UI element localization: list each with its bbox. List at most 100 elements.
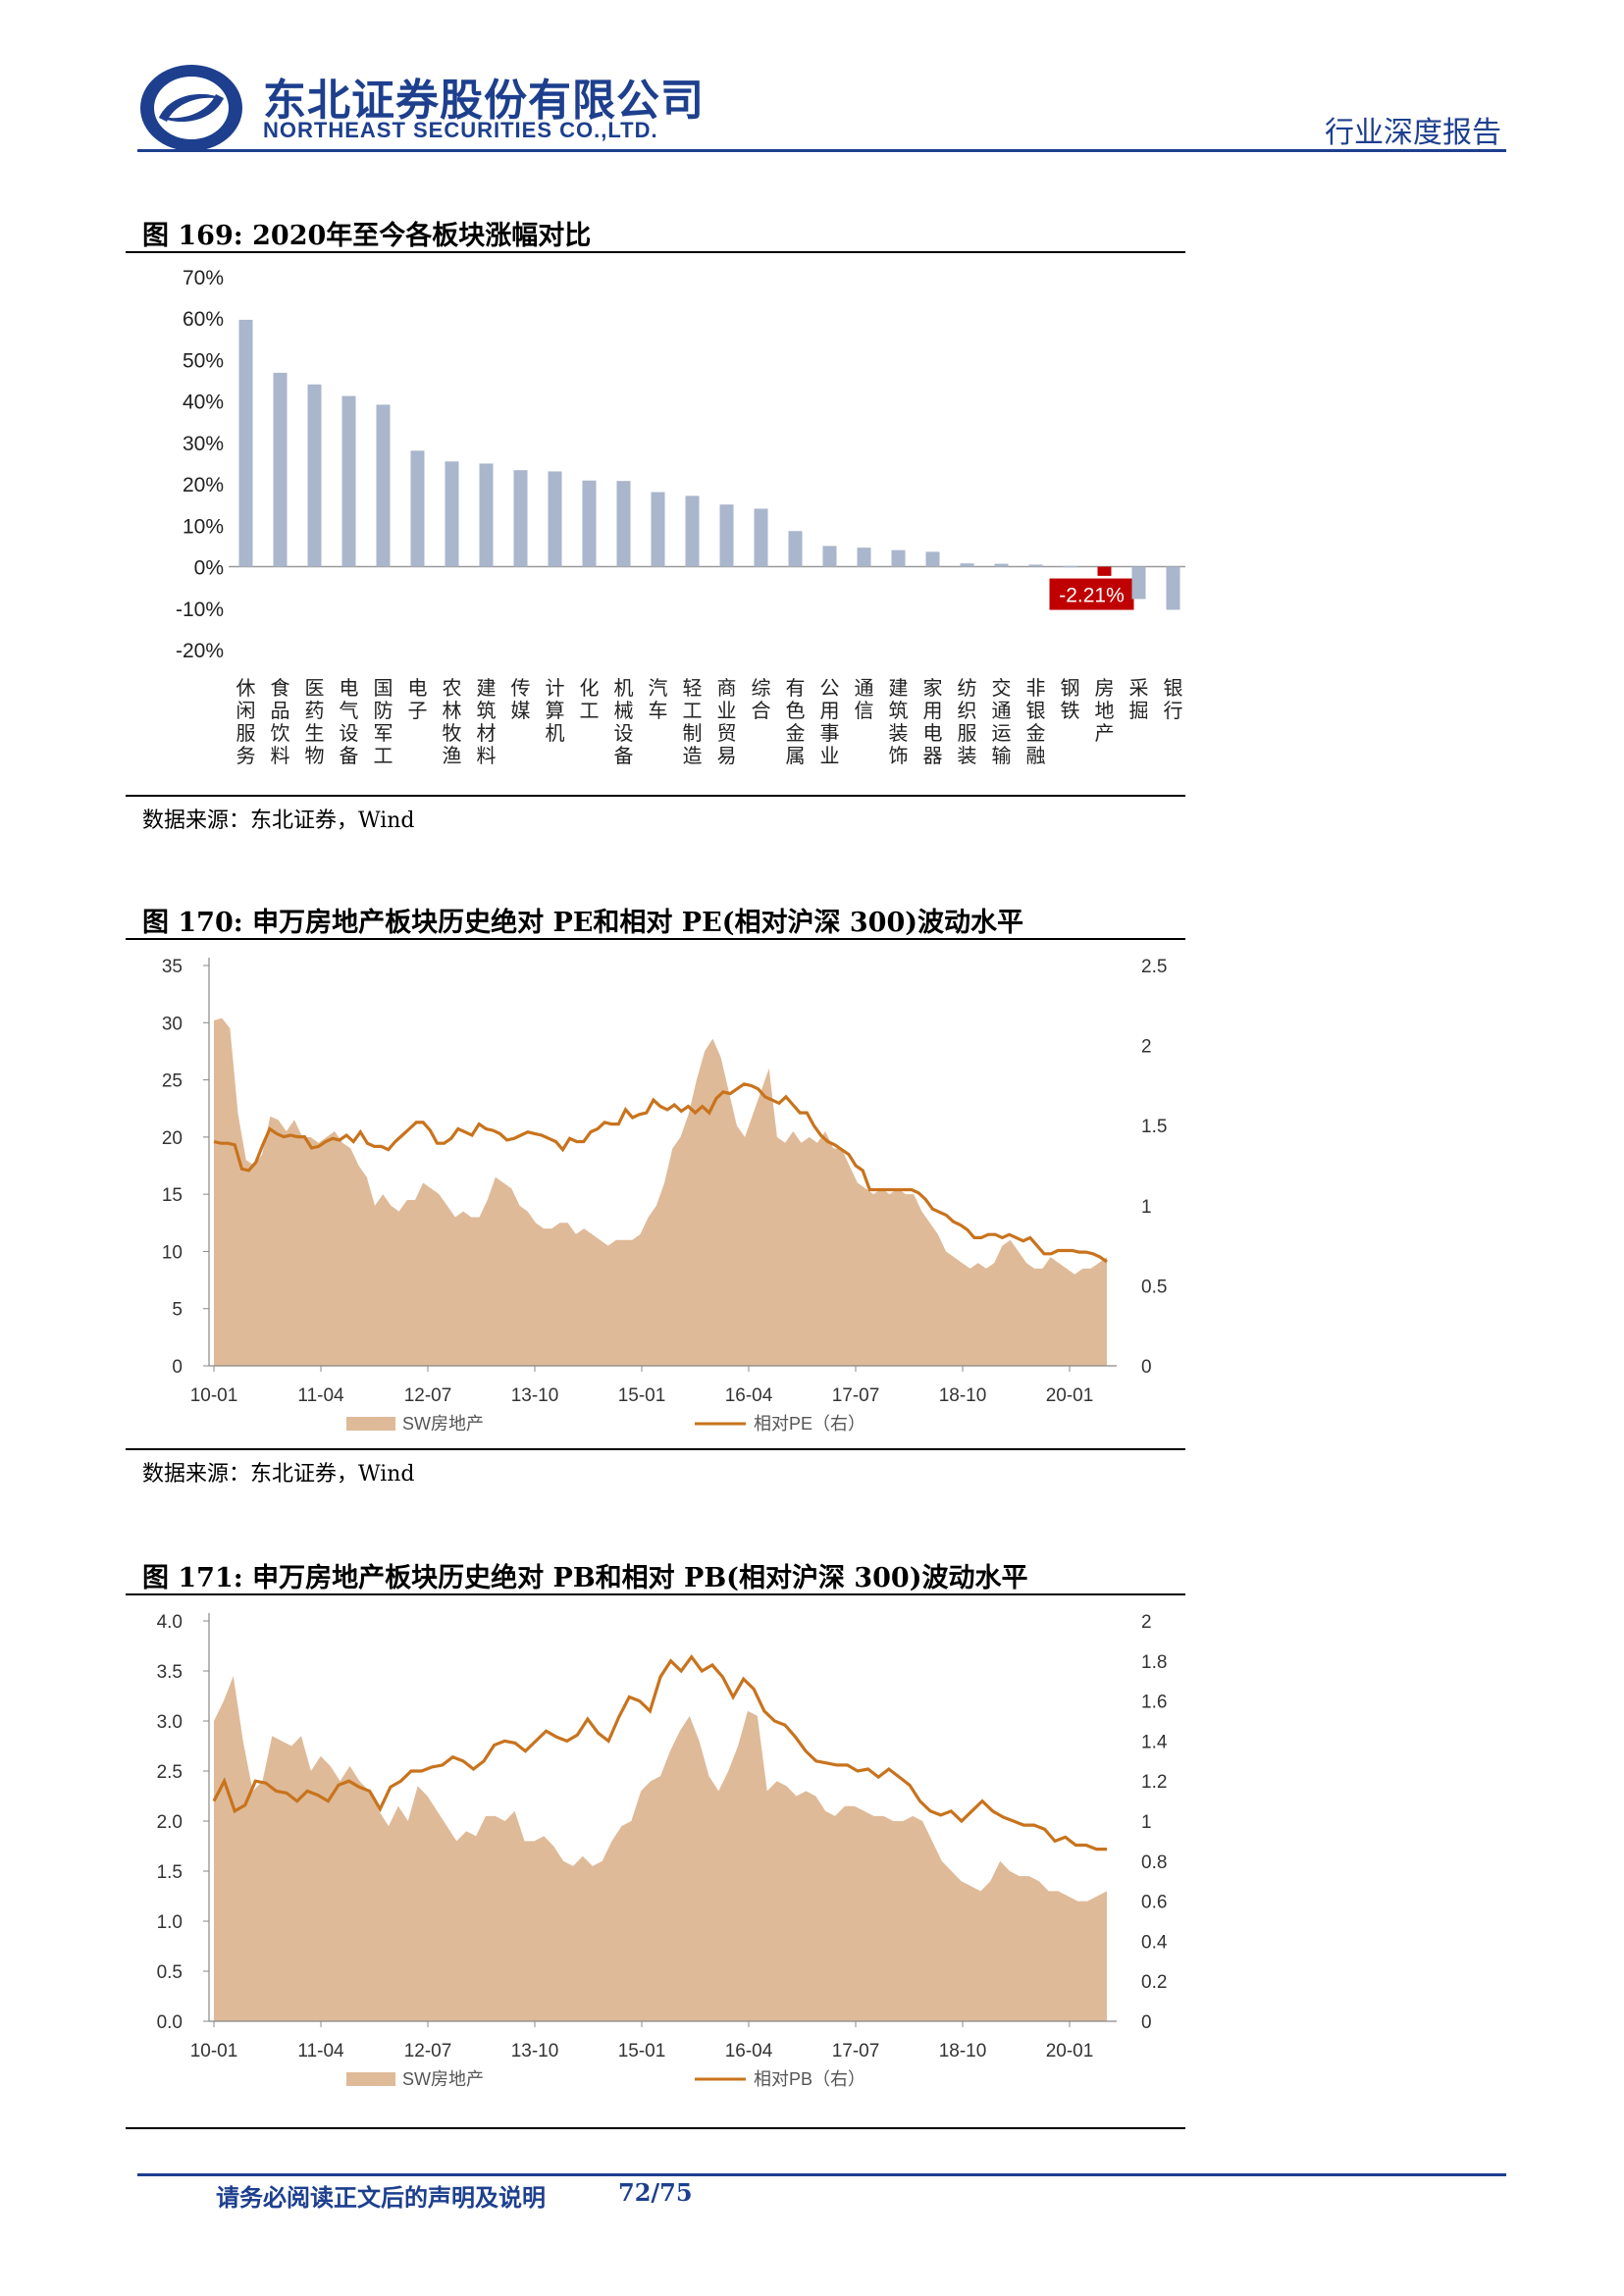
bar-电气设备 (341, 395, 356, 567)
area-series-sw (214, 1018, 1107, 1366)
x-tick-label-char: 商 (717, 677, 737, 700)
y-right-tick-label: 1 (1141, 1812, 1152, 1833)
x-tick-label-char: 林 (443, 700, 462, 722)
y-tick-label: 70% (183, 267, 224, 289)
y-right-tick-label: 0 (1141, 1357, 1152, 1378)
x-tick-label-char: 品 (271, 701, 290, 722)
x-tick-label-char: 贸 (717, 722, 737, 745)
x-tick-label-char: 装 (889, 722, 909, 745)
x-tick-label-char: 采 (1129, 677, 1149, 700)
x-tick-label: 16-04 (725, 2041, 773, 2061)
x-tick-label-char: 金 (1026, 722, 1046, 745)
y-tick-label: 20% (183, 474, 224, 496)
highlight-label: -2.21% (1059, 585, 1125, 607)
bar-房地产 (1097, 566, 1112, 576)
bar-有色金属 (788, 531, 803, 567)
bar-银行 (1166, 566, 1180, 610)
y-right-tick-label: 1 (1141, 1197, 1152, 1218)
x-tick-label-char: 农 (443, 677, 462, 700)
x-tick-label-char: 子 (408, 701, 428, 722)
y-left-tick-label: 25 (162, 1071, 183, 1092)
x-tick-label-char: 地 (1095, 700, 1115, 722)
x-tick-label-char: 制 (683, 722, 703, 745)
x-tick-label-char: 易 (717, 746, 737, 767)
legend-swatch-sw (346, 1417, 395, 1431)
y-right-tick-label: 2 (1141, 1612, 1152, 1633)
x-tick-label-char: 行 (1164, 700, 1183, 722)
x-tick-label-char: 通 (992, 700, 1012, 722)
y-tick-label: -20% (176, 640, 224, 662)
x-tick-label-char: 机 (614, 677, 634, 700)
x-tick-label-char: 色 (786, 700, 806, 722)
bar-非银金融 (1028, 564, 1043, 567)
x-tick-label-char: 有 (786, 677, 806, 700)
bar-建筑装饰 (891, 549, 906, 567)
y-left-tick-label: 0.0 (157, 2012, 183, 2033)
legend-label-relative: 相对PB（右） (754, 2069, 865, 2089)
figure-170-bottom-rule (126, 1448, 1185, 1450)
figure-169-bottom-rule (126, 795, 1185, 797)
x-tick-label: 11-04 (297, 1385, 344, 1406)
y-left-tick-label: 4.0 (157, 1612, 183, 1633)
x-tick-label-char: 家 (923, 677, 943, 700)
x-tick-label-char: 务 (236, 745, 256, 767)
bar-休闲服务 (238, 319, 253, 567)
x-tick-label-char: 合 (752, 700, 771, 722)
footer-rule (137, 2173, 1506, 2176)
x-tick-label-char: 产 (1095, 722, 1115, 745)
y-left-tick-label: 3.5 (157, 1662, 183, 1683)
x-tick-label-char: 铁 (1061, 700, 1080, 722)
bar-通信 (857, 548, 871, 567)
x-tick-label-char: 织 (958, 700, 977, 722)
x-tick-label-char: 传 (511, 677, 531, 700)
bar-国防军工 (376, 404, 391, 567)
x-tick-label-char: 用 (923, 701, 943, 722)
y-left-tick-label: 0.5 (157, 1962, 183, 1983)
y-left-tick-label: 0 (172, 1357, 183, 1378)
x-tick-label: 17-07 (832, 2041, 880, 2061)
x-tick-label-char: 械 (614, 700, 634, 722)
highlight-label-box (1049, 578, 1134, 610)
page-number: 72/75 (618, 2178, 693, 2207)
y-right-tick-label: 0.4 (1141, 1932, 1168, 1953)
x-tick-label: 10-01 (190, 1385, 238, 1406)
y-left-tick-label: 30 (162, 1014, 183, 1034)
x-tick-label-char: 输 (992, 745, 1012, 767)
x-tick-label-char: 材 (477, 722, 497, 745)
company-name-cn: 东北证券股份有限公司 (263, 76, 705, 126)
x-tick-label-char: 防 (374, 700, 393, 722)
y-right-tick-label: 0 (1141, 2012, 1152, 2033)
x-tick-label-char: 渔 (443, 745, 462, 767)
legend-swatch-sw (346, 2072, 395, 2086)
y-right-tick-label: 0.6 (1141, 1893, 1167, 1913)
x-tick-label-char: 气 (340, 700, 359, 722)
x-tick-label-char: 钢 (1061, 677, 1080, 700)
x-tick-label-char: 计 (546, 677, 565, 700)
figure-170-top-rule (126, 938, 1185, 940)
x-tick-label: 20-01 (1046, 2041, 1094, 2061)
figure-170-source: 数据来源：东北证券，Wind (142, 1462, 415, 1487)
bar-综合 (754, 508, 768, 567)
bar-采掘 (1131, 566, 1146, 600)
x-tick-label-char: 融 (1026, 745, 1046, 767)
bar-商业贸易 (719, 504, 734, 567)
y-left-tick-label: 35 (162, 957, 183, 977)
x-tick-label-char: 建 (477, 677, 497, 700)
bar-农林牧渔 (445, 461, 459, 567)
x-tick-label-char: 纺 (958, 677, 977, 700)
report-type: 行业深度报告 (1325, 116, 1501, 150)
bar-家用电器 (925, 551, 940, 567)
y-right-tick-label: 0.5 (1141, 1277, 1167, 1297)
y-tick-label: 50% (183, 349, 224, 372)
bar-轻工制造 (685, 496, 700, 567)
y-tick-label: 10% (183, 515, 224, 538)
x-tick-label-char: 公 (820, 678, 840, 700)
figure-170-title: 图 170: 申万房地产板块历史绝对 PE和相对 PE(相对沪深 300)波动水… (142, 908, 1023, 938)
y-tick-label: 0% (194, 557, 224, 580)
y-right-tick-label: 0.8 (1141, 1852, 1167, 1873)
y-right-tick-label: 1.5 (1141, 1117, 1167, 1137)
y-right-tick-label: 2 (1141, 1037, 1152, 1058)
footer-disclaimer: 请务必阅读正文后的声明及说明 (216, 2183, 546, 2212)
y-left-tick-label: 15 (162, 1185, 183, 1206)
x-tick-label-char: 生 (305, 722, 325, 745)
